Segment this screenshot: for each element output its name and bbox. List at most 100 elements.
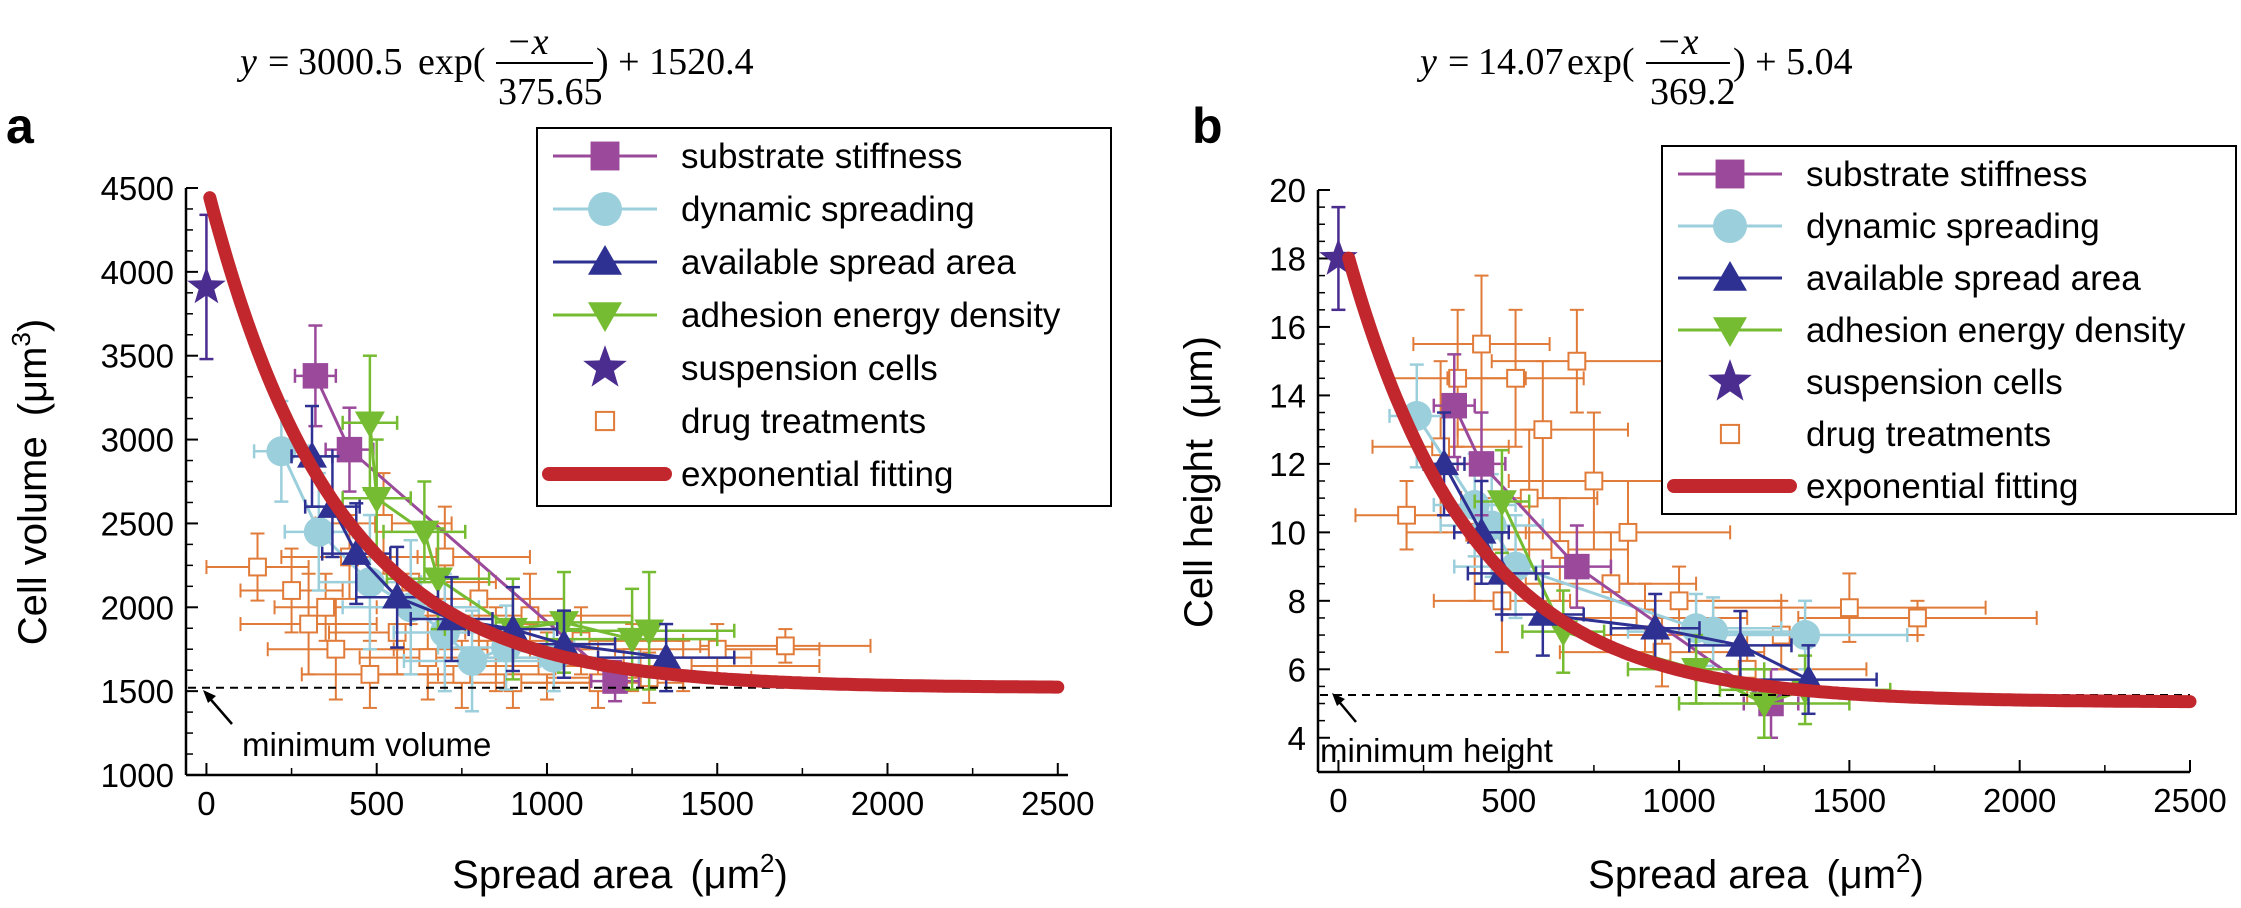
- series-line: [368, 422, 650, 641]
- y-tick-label: 2000: [101, 589, 174, 626]
- equation-coef: 14.07: [1478, 41, 1564, 83]
- x-tick-label: 0: [1329, 782, 1347, 819]
- data-point: [316, 597, 336, 617]
- panel-b-xlabel-close: ): [1910, 853, 1923, 897]
- data-point: [354, 411, 385, 438]
- equation-numerator: −x: [506, 21, 549, 63]
- data-point: [361, 487, 392, 514]
- data-point: [418, 648, 438, 668]
- data-point: [1448, 368, 1468, 388]
- legend-label: suspension cells: [1806, 363, 2063, 402]
- data-point: [775, 636, 795, 656]
- x-tick-label: 1500: [681, 785, 754, 822]
- panel-b-ticks: 0 500 1000 1500 2000 2500 4 6 8 10 12 14 16 18 20: [1269, 172, 2226, 819]
- x-tick-label: 0: [197, 785, 215, 822]
- panel-a-min-label: minimum volume: [242, 726, 491, 763]
- data-point: [354, 567, 385, 598]
- panel-a-ylabel-close: ): [11, 319, 55, 332]
- panel-a-xlabel-sup: 2: [760, 848, 774, 878]
- panel-a-xlabel-unit: (μm: [690, 853, 760, 897]
- data-point: [303, 516, 334, 547]
- panel-b-xlabel-unit: (μm: [1826, 853, 1896, 897]
- panel-a-legend-box: [536, 127, 1112, 507]
- legend-swatch-marker: [594, 410, 616, 432]
- equation-func: exp(: [418, 41, 486, 83]
- data-point: [1533, 420, 1553, 440]
- equation-tail: ) + 1520.4: [596, 41, 754, 83]
- data-point: [1506, 368, 1525, 388]
- data-point: [1749, 692, 1780, 719]
- panel-b-min-annotation: minimum height: [1320, 693, 1553, 769]
- legend-label: drug treatments: [1806, 415, 2051, 454]
- panel-b-ylabel-unit: (μm): [1177, 336, 1221, 419]
- panel-a-ylabel-unit: (μm: [11, 347, 55, 417]
- data-point: [1441, 392, 1467, 419]
- data-point: [457, 645, 488, 676]
- data-point: [1397, 505, 1416, 525]
- legend-swatch-marker: [588, 245, 622, 275]
- data-point: [423, 567, 453, 594]
- data-point: [409, 520, 440, 547]
- x-tick-label: 500: [349, 785, 404, 822]
- data-point: [1669, 591, 1689, 611]
- legend-label: exponential fitting: [1806, 467, 2078, 506]
- data-point: [266, 436, 297, 467]
- legend-label: substrate stiffness: [681, 137, 962, 176]
- x-tick-label: 2500: [2153, 782, 2226, 819]
- data-point: [341, 538, 372, 565]
- y-tick-label: 18: [1269, 240, 1306, 277]
- panel-a-xlabel-text: Spread area: [452, 853, 673, 897]
- exponential-fit-curve: [203, 191, 1065, 694]
- panel-b-xlabel-text: Spread area: [1588, 853, 1809, 897]
- panel-a-legend-entries: substrate stiffness dynamic spreading avai…: [542, 137, 1061, 494]
- x-tick-label: 2000: [1983, 782, 2056, 819]
- y-tick-label: 16: [1269, 309, 1306, 346]
- y-tick-label: 14: [1269, 377, 1306, 414]
- legend-label: adhesion energy density: [1806, 311, 2186, 350]
- series-line: [1452, 405, 1772, 705]
- panel-a-ylabel-text: Cell volume: [11, 436, 55, 645]
- data-point: [299, 614, 318, 634]
- data-point: [302, 363, 329, 389]
- data-point: [435, 547, 455, 567]
- legend-swatch-marker: [1719, 423, 1741, 445]
- panel-a-min-annotation: minimum volume: [203, 690, 491, 763]
- legend-label: suspension cells: [681, 349, 938, 388]
- legend-swatch-marker: [1715, 159, 1745, 189]
- data-point: [1584, 471, 1604, 491]
- equation-numerator: −x: [1656, 21, 1699, 63]
- equation-equals: =: [268, 41, 289, 83]
- panel-a-plot-area: [187, 191, 1068, 713]
- equation-lhs: y: [1416, 41, 1437, 83]
- series-suspension-cells: [1319, 205, 1358, 312]
- legend-swatch-marker: [1713, 317, 1747, 347]
- legend-label: substrate stiffness: [1806, 155, 2087, 194]
- y-tick-label: 1500: [101, 673, 174, 710]
- data-point: [282, 581, 301, 600]
- panel-b-label: b: [1192, 98, 1223, 154]
- x-tick-label: 1000: [510, 785, 583, 822]
- panel-a-ylabel: Cell volume (μm3): [6, 319, 55, 645]
- panel-b-xlabel: Spread area (μm2): [1588, 848, 1924, 897]
- panel-b-min-arrowhead: [1332, 693, 1345, 706]
- panel-b-legend: substrate stiffness dynamic spreading avai…: [1661, 145, 2237, 515]
- equation-tail: ) + 5.04: [1733, 41, 1853, 83]
- data-point: [1790, 620, 1821, 651]
- data-point: [1640, 613, 1671, 640]
- legend-label: available spread area: [681, 243, 1016, 282]
- data-point: [326, 639, 346, 659]
- y-tick-label: 20: [1269, 172, 1306, 209]
- y-tick-label: 1000: [101, 757, 174, 794]
- legend-swatch-marker: [1713, 209, 1747, 243]
- panel-b-plot-area: [1319, 205, 2197, 740]
- legend-swatch-marker: [1708, 359, 1752, 401]
- legend-swatch-marker: [1713, 261, 1747, 291]
- panel-a-xlabel-close: ): [774, 853, 787, 897]
- panel-b-ylabel: Cell height (μm): [1177, 336, 1221, 628]
- data-point: [1618, 522, 1638, 542]
- equation-equals: =: [1448, 41, 1469, 83]
- panel-b-min-label: minimum height: [1320, 732, 1553, 769]
- legend-label: available spread area: [1806, 259, 2141, 298]
- x-tick-label: 500: [1481, 782, 1536, 819]
- data-point: [1564, 553, 1590, 580]
